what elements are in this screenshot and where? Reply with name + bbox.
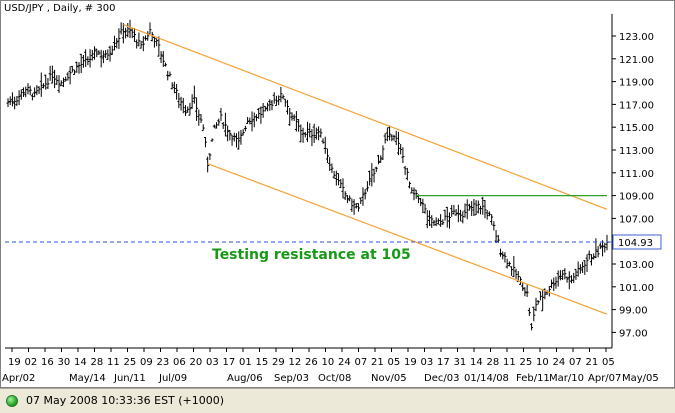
channel-upper-line <box>123 24 608 210</box>
x-tick-label-day: 15 <box>256 357 269 368</box>
chart-overlays: 104.93 <box>5 24 662 315</box>
x-tick-label-day: 07 <box>355 357 368 368</box>
x-tick-label-month: Jul/09 <box>158 373 187 384</box>
x-tick-label-day: 17 <box>437 357 450 368</box>
x-tick-label-day: 14 <box>74 357 87 368</box>
x-tick-label-day: 12 <box>289 357 302 368</box>
x-tick-label-day: 30 <box>58 357 71 368</box>
plot-area-border <box>0 0 675 388</box>
x-tick-label-day: 06 <box>173 357 186 368</box>
y-axis: 123.00 121.00 119.00 117.00 115.00 113.00 111.… <box>611 14 654 348</box>
x-tick-label-month: Mar/10 <box>549 373 584 384</box>
x-tick-label-day: 24 <box>338 357 351 368</box>
price-series <box>6 19 609 331</box>
current-price-label: 104.93 <box>618 238 653 249</box>
x-tick-label-month: Feb/11 <box>516 373 550 384</box>
x-tick-label-day: 21 <box>371 357 384 368</box>
x-tick-label-month: Jun/11 <box>113 373 146 384</box>
x-tick-label-day: 16 <box>41 357 54 368</box>
status-indicator-icon <box>6 395 18 407</box>
x-tick-label-day: 11 <box>107 357 120 368</box>
x-tick-label-day: 26 <box>305 357 318 368</box>
x-tick-label-day: 25 <box>124 357 137 368</box>
x-tick-label-day: 20 <box>190 357 203 368</box>
x-tick-label-day: 02 <box>25 357 38 368</box>
x-tick-label-day: 29 <box>272 357 285 368</box>
x-tick-label-month: Oct/08 <box>318 373 351 384</box>
y-tick-label: 103.00 <box>619 260 654 271</box>
y-tick-label: 115.00 <box>619 123 654 134</box>
x-tick-label-day: 10 <box>322 357 335 368</box>
x-tick-label-month: Nov/05 <box>371 373 407 384</box>
x-tick-label-day: 23 <box>157 357 170 368</box>
x-tick-label-day: 25 <box>520 357 533 368</box>
y-tick-label: 111.00 <box>619 169 654 180</box>
y-tick-label: 97.00 <box>619 328 648 339</box>
x-tick-label-day: 28 <box>487 357 500 368</box>
x-tick-label-month: Sep/03 <box>274 373 309 384</box>
x-tick-label-day: 14 <box>470 357 483 368</box>
x-tick-label-day: 03 <box>421 357 434 368</box>
x-tick-label-month: 01/14/08 <box>464 373 509 384</box>
x-tick-label-day: 28 <box>91 357 104 368</box>
x-tick-label-day: 10 <box>536 357 549 368</box>
x-tick-label-day: 19 <box>8 357 21 368</box>
y-tick-label: 121.00 <box>619 55 654 66</box>
x-tick-label-day: 07 <box>569 357 582 368</box>
x-tick-label-month: Aug/06 <box>227 373 263 384</box>
x-tick-label-day: 24 <box>553 357 566 368</box>
x-tick-label-day: 05 <box>602 357 615 368</box>
y-tick-label: 107.00 <box>619 214 654 225</box>
x-tick-label-day: 05 <box>388 357 401 368</box>
channel-lower-line <box>207 163 608 315</box>
x-tick-label-day: 11 <box>503 357 516 368</box>
y-tick-label: 99.00 <box>619 306 648 317</box>
x-axis: 19 02 16 30 14 28 11 25 09 23 06 20 03 17 01 15 29 12 26 10… <box>2 347 659 384</box>
x-tick-label-day: 01 <box>239 357 252 368</box>
y-tick-label: 101.00 <box>619 283 654 294</box>
x-tick-label-month: Dec/03 <box>424 373 459 384</box>
x-tick-label-day: 19 <box>404 357 417 368</box>
x-tick-label-day: 03 <box>206 357 219 368</box>
y-tick-label: 119.00 <box>619 78 654 89</box>
x-tick-label-day: 17 <box>223 357 236 368</box>
x-tick-label-month: Apr/07 <box>588 373 621 384</box>
current-price-box <box>612 234 662 250</box>
price-chart: USD/JPY , Daily, # 300 123.00 121.00 119.0… <box>0 0 675 388</box>
chart-title: USD/JPY , Daily, # 300 <box>4 3 115 14</box>
y-tick-label: 117.00 <box>619 100 654 111</box>
x-tick-label-month: May/14 <box>69 373 106 384</box>
x-tick-label-day: 21 <box>586 357 599 368</box>
x-tick-label-month: May/05 <box>622 373 659 384</box>
y-tick-label: 123.00 <box>619 32 654 43</box>
x-tick-label-day: 31 <box>454 357 467 368</box>
annotation-label: Testing resistance at 105 <box>212 247 411 263</box>
status-bar: 07 May 2008 10:33:36 EST (+1000) <box>0 388 675 413</box>
y-tick-label: 113.00 <box>619 146 654 157</box>
status-timestamp: 07 May 2008 10:33:36 EST (+1000) <box>26 394 225 407</box>
x-tick-label-day: 09 <box>140 357 153 368</box>
x-tick-label-month: Apr/02 <box>2 373 35 384</box>
y-tick-label: 109.00 <box>619 192 654 203</box>
